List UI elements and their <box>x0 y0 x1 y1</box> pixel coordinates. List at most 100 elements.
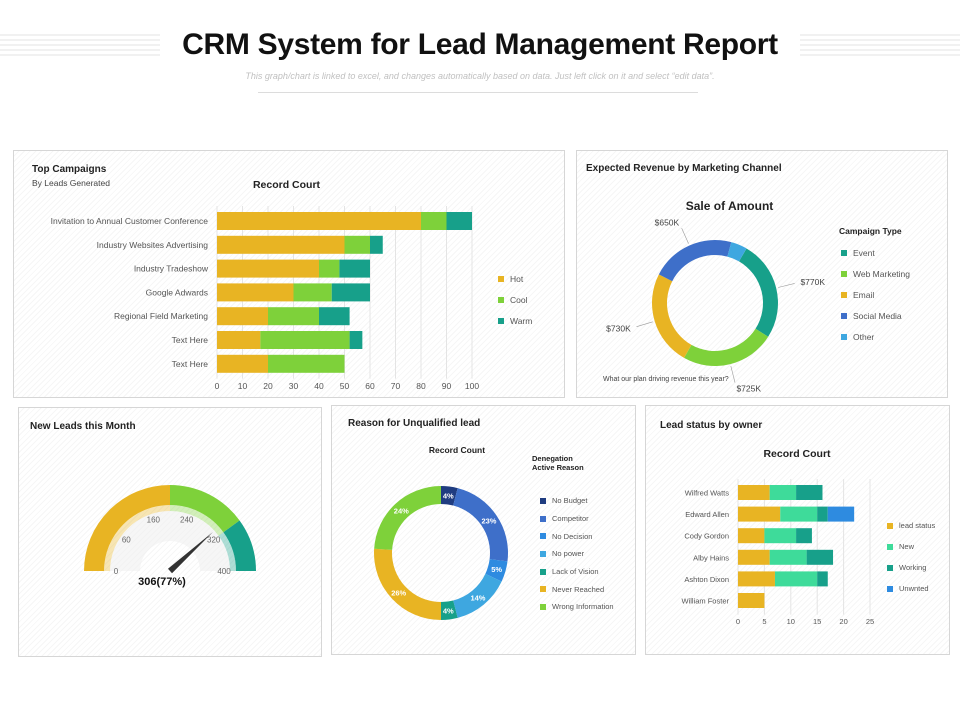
bar-hot <box>217 235 345 254</box>
legend-label: Web Marketing <box>853 268 911 279</box>
slice-never-reached <box>374 548 441 620</box>
leader-line <box>681 227 689 244</box>
data-label: 24% <box>394 507 409 516</box>
legend-item-email: Email <box>841 284 910 305</box>
legend-swatch <box>498 275 504 282</box>
bar-working <box>796 528 812 544</box>
legend-swatch <box>540 603 546 610</box>
legend-label: Wrong Information <box>552 602 614 612</box>
legend-item-wrong-information: Wrong Information <box>540 598 614 616</box>
legend-swatch <box>540 533 546 540</box>
panel-title: Top Campaigns <box>32 164 107 175</box>
bar-hot <box>217 212 421 230</box>
bar-lead-status <box>738 485 770 500</box>
legend-swatch <box>540 586 546 593</box>
slice-web-marketing <box>684 328 769 366</box>
legend-swatch <box>498 317 504 324</box>
gauge-tick-label: 320 <box>207 535 221 544</box>
legend-item-other: Other <box>841 326 910 347</box>
x-tick-label: 20 <box>839 617 847 626</box>
data-label: 5% <box>491 565 502 574</box>
x-tick-label: 10 <box>238 381 248 391</box>
panel-title: Lead status by owner <box>660 420 763 431</box>
bar-lead-status <box>738 593 765 608</box>
legend-item-competitor: Competitor <box>540 510 614 528</box>
legend-item-warm: Warm <box>498 310 532 331</box>
gauge-band-2 <box>170 485 240 533</box>
legend-item-lack-of-vision: Lack of Vision <box>540 563 614 581</box>
x-tick-label: 5 <box>762 617 766 626</box>
bar-lead-status <box>738 528 765 544</box>
legend-title-1: Denegation <box>532 454 573 463</box>
x-tick-label: 40 <box>314 381 324 391</box>
legend-swatch <box>841 270 847 277</box>
page-subtitle: This graph/chart is linked to excel, and… <box>245 71 715 81</box>
bar-new <box>769 485 797 500</box>
legend-label: New <box>899 542 915 551</box>
gauge-band-shade-3 <box>218 532 236 571</box>
category-label: Industry Websites Advertising <box>97 240 209 250</box>
slice-lack-of-vision <box>441 600 458 620</box>
legend-swatch <box>498 296 504 303</box>
unqualified-lead-panel: Reason for Unqualified lead Record Count… <box>331 405 636 655</box>
bar-working <box>817 571 828 587</box>
slice-email <box>652 274 692 358</box>
gauge-tick-label: 60 <box>122 535 131 544</box>
legend-swatch <box>540 515 546 522</box>
lead-status-chart: 0 5 10 15 20 25 Wilfred Watts Edward Allen Cody … <box>681 479 874 626</box>
legend-label: Cool <box>510 294 528 305</box>
category-label: Edward Allen <box>685 510 729 519</box>
category-label: Invitation to Annual Customer Conference <box>51 216 209 226</box>
chart-title: Record Court <box>763 448 831 460</box>
bar-new <box>774 571 818 587</box>
legend-swatch <box>887 522 893 529</box>
leader-line <box>636 321 653 327</box>
gauge-tick-label: 240 <box>180 516 194 525</box>
slice-no-power <box>453 573 502 618</box>
data-label: $770K <box>800 277 825 287</box>
legend-item-no-power: No power <box>540 545 614 563</box>
expected-revenue-panel: Expected Revenue by Marketing Channel Sa… <box>576 150 948 398</box>
bar-working <box>817 506 828 522</box>
slice-social-media <box>658 240 732 282</box>
legend-label: Event <box>853 247 875 258</box>
x-tick-label: 80 <box>416 381 426 391</box>
legend-item-never-reached: Never Reached <box>540 580 614 598</box>
legend-label: No power <box>552 549 585 559</box>
bar-hot <box>217 283 294 302</box>
gauge-value-label: 306(77%) <box>138 576 186 588</box>
legend-item-event: Event <box>841 242 910 263</box>
data-label: $730K <box>606 323 631 333</box>
legend-item-social-media: Social Media <box>841 305 910 326</box>
x-tick-label: 90 <box>442 381 452 391</box>
category-label: Text Here <box>172 359 209 369</box>
legend-swatch <box>841 333 847 340</box>
legend-swatch <box>540 568 546 575</box>
bar-cool <box>268 354 345 373</box>
legend-label: lead status <box>899 521 936 530</box>
panel-title: Reason for Unqualified lead <box>348 418 481 429</box>
lead-status-panel: Lead status by owner Record Court 0 5 10 15… <box>645 405 950 655</box>
bar-working <box>796 485 823 500</box>
leader-line <box>730 365 736 383</box>
new-leads-gauge: 0 60 160 240 320 400 306(77%) <box>84 485 256 588</box>
sale-of-amount-chart: $770K $725K $730K $650K <box>606 218 825 394</box>
new-leads-panel: New Leads this Month 0 60 160 240 320 400 306(… <box>18 407 322 657</box>
gauge-band-3 <box>223 520 256 571</box>
category-label: William Foster <box>681 597 729 606</box>
category-label: Alby Hains <box>693 553 729 562</box>
legend-swatch <box>841 312 847 319</box>
legend-label: Unwnted <box>899 584 929 593</box>
bar-lead-status <box>738 549 770 565</box>
category-label: Ashton Dixon <box>684 575 729 584</box>
data-label: 4% <box>443 491 454 500</box>
x-tick-label: 0 <box>215 381 220 391</box>
legend-swatch <box>887 564 893 571</box>
panel-title: Expected Revenue by Marketing Channel <box>586 163 782 174</box>
gauge-inner-track <box>110 511 230 571</box>
legend-item-lead-status: lead status <box>887 515 935 536</box>
bar-cool <box>344 235 370 254</box>
gauge-needle <box>167 531 213 574</box>
category-label: Industry Tradeshow <box>134 264 209 274</box>
x-tick-label: 50 <box>340 381 350 391</box>
